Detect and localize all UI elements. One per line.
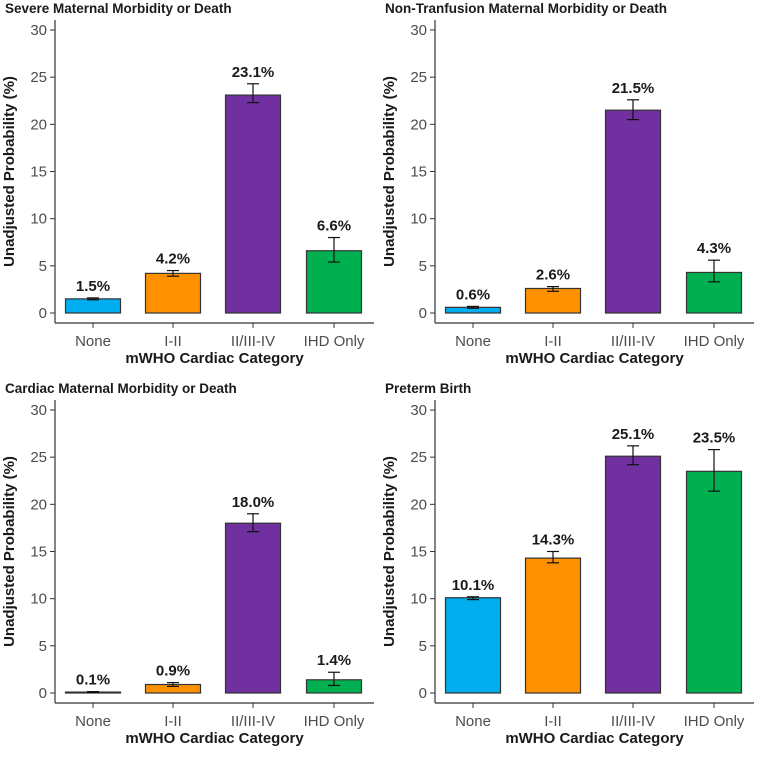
x-tick-label: None [455,713,491,730]
x-axis-title: mWHO Cardiac Category [505,350,684,367]
chart-title: Preterm Birth [385,381,471,396]
y-tick-label: 30 [410,402,427,419]
x-tick-label: None [75,333,111,350]
x-tick-label: IHD Only [684,333,745,350]
data-label: 14.3% [532,532,575,549]
chart-svg: Severe Maternal Morbidity or Death 0 5 10 15… [1,1,374,367]
bar-ii-iii-iv [224,94,282,314]
y-tick-label: 30 [410,22,427,39]
y-tick-label: 0 [39,685,47,702]
x-tick-label: I-II [164,713,182,730]
y-tick-label: 20 [410,496,427,513]
x-tick-label: II/III-IV [611,333,655,350]
y-axis-title: Unadjusted Probability (%) [381,76,398,267]
data-label: 1.5% [76,278,110,295]
chart-title: Cardiac Maternal Morbidity or Death [5,381,237,396]
x-tick-label: IHD Only [304,713,365,730]
y-tick-label: 5 [39,638,47,655]
chart-svg: Non-Tranfusion Maternal Morbidity or Dea… [381,1,754,367]
bar-none [444,597,502,694]
x-tick-label: None [455,333,491,350]
y-tick-label: 25 [30,69,47,86]
bar-ii-iii-iv [604,455,662,694]
y-tick-label: 30 [30,402,47,419]
x-axis-title: mWHO Cardiac Category [125,730,304,747]
data-label: 23.1% [232,64,275,81]
y-tick-label: 15 [30,164,47,181]
data-label: 10.1% [452,577,495,594]
x-tick-label: I-II [544,713,562,730]
panel-cardiac-morbidity: Cardiac Maternal Morbidity or Death 0 5 10 1… [0,380,380,755]
data-label: 4.2% [156,251,190,268]
y-axis-title: Unadjusted Probability (%) [381,456,398,647]
y-tick-label: 10 [410,211,427,228]
chart-svg: Cardiac Maternal Morbidity or Death 0 5 10 1… [1,381,374,747]
y-tick-label: 10 [30,211,47,228]
x-axis-title: mWHO Cardiac Category [125,350,304,367]
bar-ii-iii-iv [604,109,662,314]
y-tick-label: 5 [419,258,427,275]
x-tick-label: I-II [164,333,182,350]
y-tick-label: 0 [419,305,427,322]
bar-i-ii [144,272,202,314]
y-tick-label: 30 [30,22,47,39]
x-tick-label: I-II [544,333,562,350]
data-label: 23.5% [693,430,736,447]
chart-title: Non-Tranfusion Maternal Morbidity or Dea… [385,1,667,16]
y-tick-label: 0 [39,305,47,322]
data-label: 1.4% [317,652,351,669]
x-tick-label: II/III-IV [611,713,655,730]
panel-severe-maternal-morbidity: Severe Maternal Morbidity or Death 0 5 10 15… [0,0,380,375]
bar-ii-iii-iv [224,522,282,694]
y-tick-label: 10 [410,591,427,608]
x-tick-label: II/III-IV [231,713,275,730]
y-tick-label: 20 [410,116,427,133]
x-tick-label: IHD Only [304,333,365,350]
y-tick-label: 0 [419,685,427,702]
data-label: 0.9% [156,663,190,680]
y-tick-label: 5 [419,638,427,655]
bar-ihd-only [685,470,743,694]
y-tick-label: 15 [30,544,47,561]
x-axis-title: mWHO Cardiac Category [505,730,684,747]
y-tick-label: 15 [410,544,427,561]
x-tick-label: II/III-IV [231,333,275,350]
y-tick-label: 5 [39,258,47,275]
y-axis-title: Unadjusted Probability (%) [1,76,18,267]
data-label: 0.1% [76,672,110,689]
bar-ihd-only [685,271,743,314]
y-axis-title: Unadjusted Probability (%) [1,456,18,647]
data-label: 6.6% [317,218,351,235]
data-label: 18.0% [232,494,275,511]
x-tick-label: None [75,713,111,730]
bar-i-ii [524,287,582,314]
panel-non-transfusion-morbidity: Non-Tranfusion Maternal Morbidity or Dea… [380,0,759,375]
y-tick-label: 15 [410,164,427,181]
data-label: 25.1% [612,426,655,443]
y-tick-label: 25 [410,449,427,466]
y-tick-label: 25 [30,449,47,466]
x-tick-label: IHD Only [684,713,745,730]
data-label: 2.6% [536,267,570,284]
y-tick-label: 25 [410,69,427,86]
y-tick-label: 20 [30,496,47,513]
data-label: 0.6% [456,286,490,303]
bar-none [64,298,122,314]
chart-title: Severe Maternal Morbidity or Death [5,1,232,16]
panel-preterm-birth: Preterm Birth 0 5 10 15 20 25 30 Unadjusted Prob… [380,380,759,755]
y-tick-label: 10 [30,591,47,608]
data-label: 21.5% [612,80,655,97]
chart-svg: Preterm Birth 0 5 10 15 20 25 30 Unadjusted Prob… [381,381,754,747]
y-tick-label: 20 [30,116,47,133]
data-label: 4.3% [697,240,731,257]
bar-i-ii [524,557,582,694]
